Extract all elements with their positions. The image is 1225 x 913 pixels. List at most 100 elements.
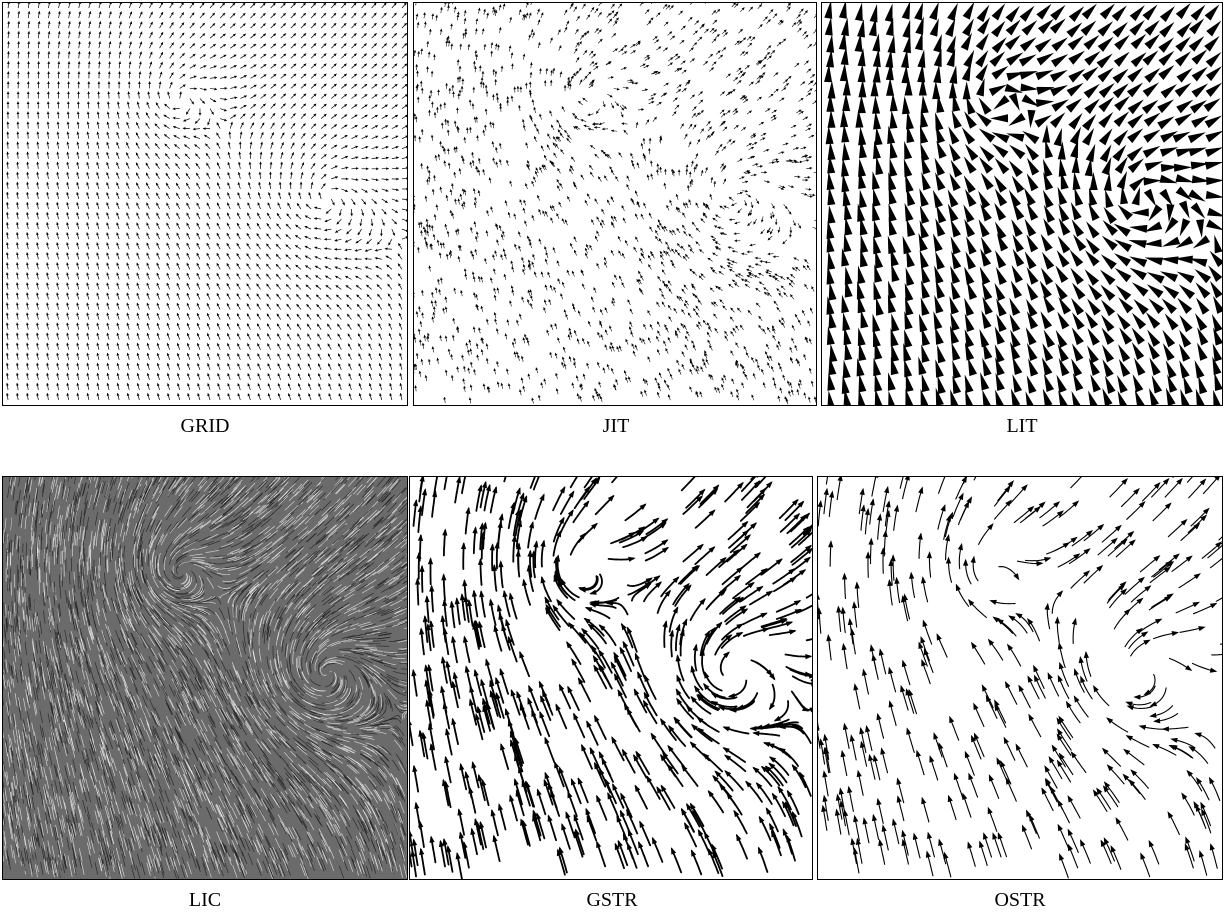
lic-stroke bbox=[342, 679, 347, 693]
jit-arrow bbox=[457, 256, 461, 263]
grid-arrow bbox=[6, 71, 10, 79]
lit-wedge bbox=[1082, 66, 1099, 82]
jit-arrow bbox=[527, 259, 531, 266]
lic-stroke bbox=[188, 824, 194, 838]
lic-stroke bbox=[391, 611, 405, 618]
jit-arrow bbox=[463, 10, 467, 17]
jit-arrow bbox=[780, 285, 786, 291]
jit-arrow bbox=[778, 151, 785, 154]
jit-arrow bbox=[692, 42, 698, 47]
lit-wedge bbox=[1022, 130, 1040, 145]
lic-stroke bbox=[171, 570, 182, 578]
grid-arrow bbox=[189, 12, 195, 19]
grid-arrow bbox=[47, 61, 51, 69]
lit-wedge bbox=[1051, 37, 1069, 52]
grid-arrow bbox=[186, 332, 191, 340]
grid-arrow bbox=[361, 114, 368, 119]
jit-arrow bbox=[806, 194, 813, 198]
lic-stroke bbox=[255, 738, 264, 751]
jit-arrow bbox=[472, 86, 476, 93]
jit-arrow bbox=[691, 340, 695, 346]
lic-stroke bbox=[144, 833, 150, 847]
jit-arrow bbox=[773, 160, 780, 164]
lit-wedge bbox=[1026, 298, 1038, 317]
lic-stroke bbox=[75, 739, 80, 753]
grid-arrow bbox=[108, 21, 112, 29]
jit-arrow bbox=[626, 175, 630, 182]
jit-arrow bbox=[756, 96, 762, 101]
lit-wedge bbox=[1144, 257, 1164, 266]
grid-arrow bbox=[16, 222, 19, 230]
lit-wedge bbox=[950, 236, 961, 255]
lit-wedge bbox=[1066, 82, 1084, 97]
grid-arrow bbox=[334, 238, 342, 242]
lic-stroke bbox=[66, 762, 71, 776]
jit-arrow bbox=[579, 34, 584, 40]
grid-arrow bbox=[399, 362, 403, 370]
grid-arrow bbox=[314, 246, 322, 250]
grid-arrow bbox=[256, 253, 261, 260]
jit-arrow bbox=[661, 269, 666, 275]
grid-arrow bbox=[116, 111, 120, 119]
grid-arrow bbox=[227, 373, 231, 381]
lic-stroke bbox=[324, 488, 335, 499]
grid-arrow bbox=[97, 61, 101, 69]
jit-arrow bbox=[630, 331, 634, 338]
grid-arrow bbox=[298, 393, 302, 401]
grid-arrow bbox=[139, 3, 143, 9]
lit-wedge bbox=[1026, 173, 1039, 192]
lit-wedge bbox=[887, 125, 896, 144]
lit-wedge bbox=[1131, 186, 1141, 206]
grid-arrow bbox=[330, 3, 337, 9]
lit-wedge bbox=[1071, 390, 1081, 405]
jit-arrow bbox=[665, 4, 671, 10]
grid-arrow bbox=[67, 31, 71, 39]
lit-wedge bbox=[981, 281, 993, 301]
lic-stroke bbox=[392, 682, 405, 689]
grid-arrow bbox=[300, 53, 307, 59]
grid-arrow bbox=[176, 202, 181, 210]
lit-wedge bbox=[1071, 358, 1083, 377]
grid-arrow bbox=[217, 363, 221, 370]
grid-arrow bbox=[250, 74, 257, 79]
grid-arrow bbox=[159, 51, 164, 59]
jit-arrow bbox=[568, 356, 572, 363]
grid-arrow bbox=[209, 3, 215, 9]
jit-arrow bbox=[778, 319, 783, 325]
grid-arrow bbox=[397, 253, 403, 260]
lit-wedge bbox=[1074, 187, 1084, 207]
lit-wedge bbox=[874, 264, 883, 283]
lit-wedge bbox=[1183, 375, 1193, 395]
jit-arrow bbox=[792, 147, 799, 150]
jit-arrow bbox=[485, 90, 489, 97]
jit-arrow bbox=[715, 8, 721, 14]
lit-wedge bbox=[904, 282, 914, 302]
jit-arrow bbox=[714, 386, 718, 393]
grid-arrow bbox=[368, 363, 372, 370]
lic-stroke bbox=[152, 817, 158, 831]
grid-arrow bbox=[310, 93, 317, 99]
lic-stroke bbox=[330, 498, 341, 509]
jit-arrow bbox=[453, 171, 457, 178]
lit-wedge bbox=[1175, 51, 1191, 67]
grid-arrow bbox=[351, 83, 358, 89]
lic-stroke bbox=[336, 714, 350, 719]
lic-stroke bbox=[209, 521, 222, 530]
grid-arrow bbox=[391, 135, 399, 139]
jit-arrow bbox=[516, 85, 520, 93]
lic-stroke bbox=[280, 801, 288, 814]
grid-arrow bbox=[186, 242, 191, 250]
jit-arrow bbox=[788, 282, 794, 288]
jit-arrow bbox=[559, 71, 563, 78]
lic-stroke bbox=[98, 756, 103, 770]
grid-arrow bbox=[56, 181, 60, 189]
jit-arrow bbox=[472, 61, 476, 68]
lit-wedge bbox=[1026, 202, 1039, 221]
grid-arrow bbox=[300, 103, 307, 109]
grid-arrow bbox=[77, 51, 81, 59]
grid-arrow bbox=[156, 373, 160, 380]
jit-arrow bbox=[578, 100, 583, 106]
grid-arrow bbox=[401, 156, 407, 160]
lit-wedge bbox=[1043, 329, 1055, 348]
grid-arrow bbox=[209, 43, 216, 49]
